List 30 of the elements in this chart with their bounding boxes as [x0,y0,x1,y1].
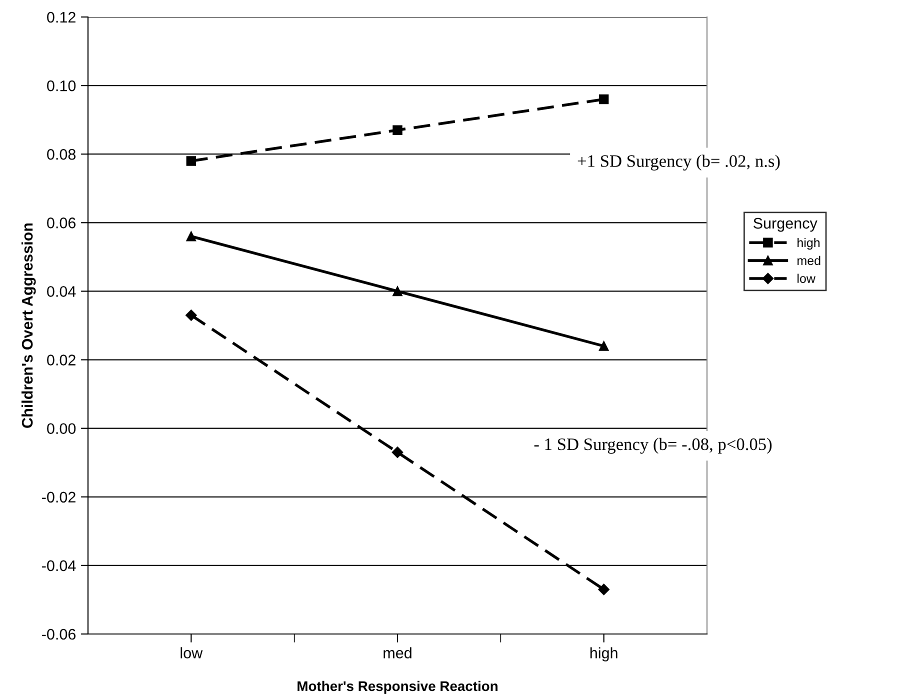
y-tick-label: -0.04 [42,560,76,572]
x-tick-label: high [590,647,618,662]
annotation: +1 SD Surgency (b= .02, n.s) [578,154,780,171]
y-tick-label: -0.06 [42,628,76,640]
annotation: - 1 SD Surgency (b= -.08, p<0.05) [534,438,772,454]
point [598,584,610,596]
point [598,341,609,351]
y-tick-label: -0.02 [42,492,76,503]
point [186,232,196,242]
point [392,125,402,135]
legend-label: low [798,274,816,283]
x-tick-label: low [180,647,203,658]
legend-label: med [798,256,820,266]
point [392,446,404,458]
point [598,94,609,104]
point [392,286,402,296]
y-tick-label: 0.06 [47,218,76,228]
y-tick-label: 0.00 [47,423,76,434]
y-tick-label: 0.04 [47,286,76,297]
x-tick-label: med [384,647,412,658]
y-tick-label: 0.10 [47,80,76,92]
y-tick-label: 0.08 [47,148,76,160]
point [186,156,196,166]
y-tick-label: 0.12 [47,12,76,23]
legend-title: Surgency [754,218,818,232]
point [186,310,197,321]
x-axis-title: Mother's Responsive Reaction [298,680,498,694]
legend-label: high [798,238,820,250]
y-axis-title: Children's Overt Aggression [22,223,36,428]
y-tick-label: 0.02 [47,354,76,366]
